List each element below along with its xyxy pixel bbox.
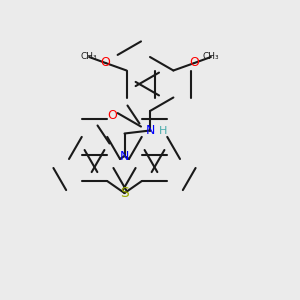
Text: N: N	[145, 124, 155, 137]
Text: O: O	[189, 56, 199, 70]
Text: O: O	[101, 56, 111, 70]
Text: S: S	[120, 186, 129, 200]
Text: O: O	[108, 109, 117, 122]
Text: H: H	[159, 125, 168, 136]
Text: CH₃: CH₃	[202, 52, 219, 62]
Text: CH₃: CH₃	[81, 52, 98, 62]
Text: N: N	[120, 149, 129, 163]
